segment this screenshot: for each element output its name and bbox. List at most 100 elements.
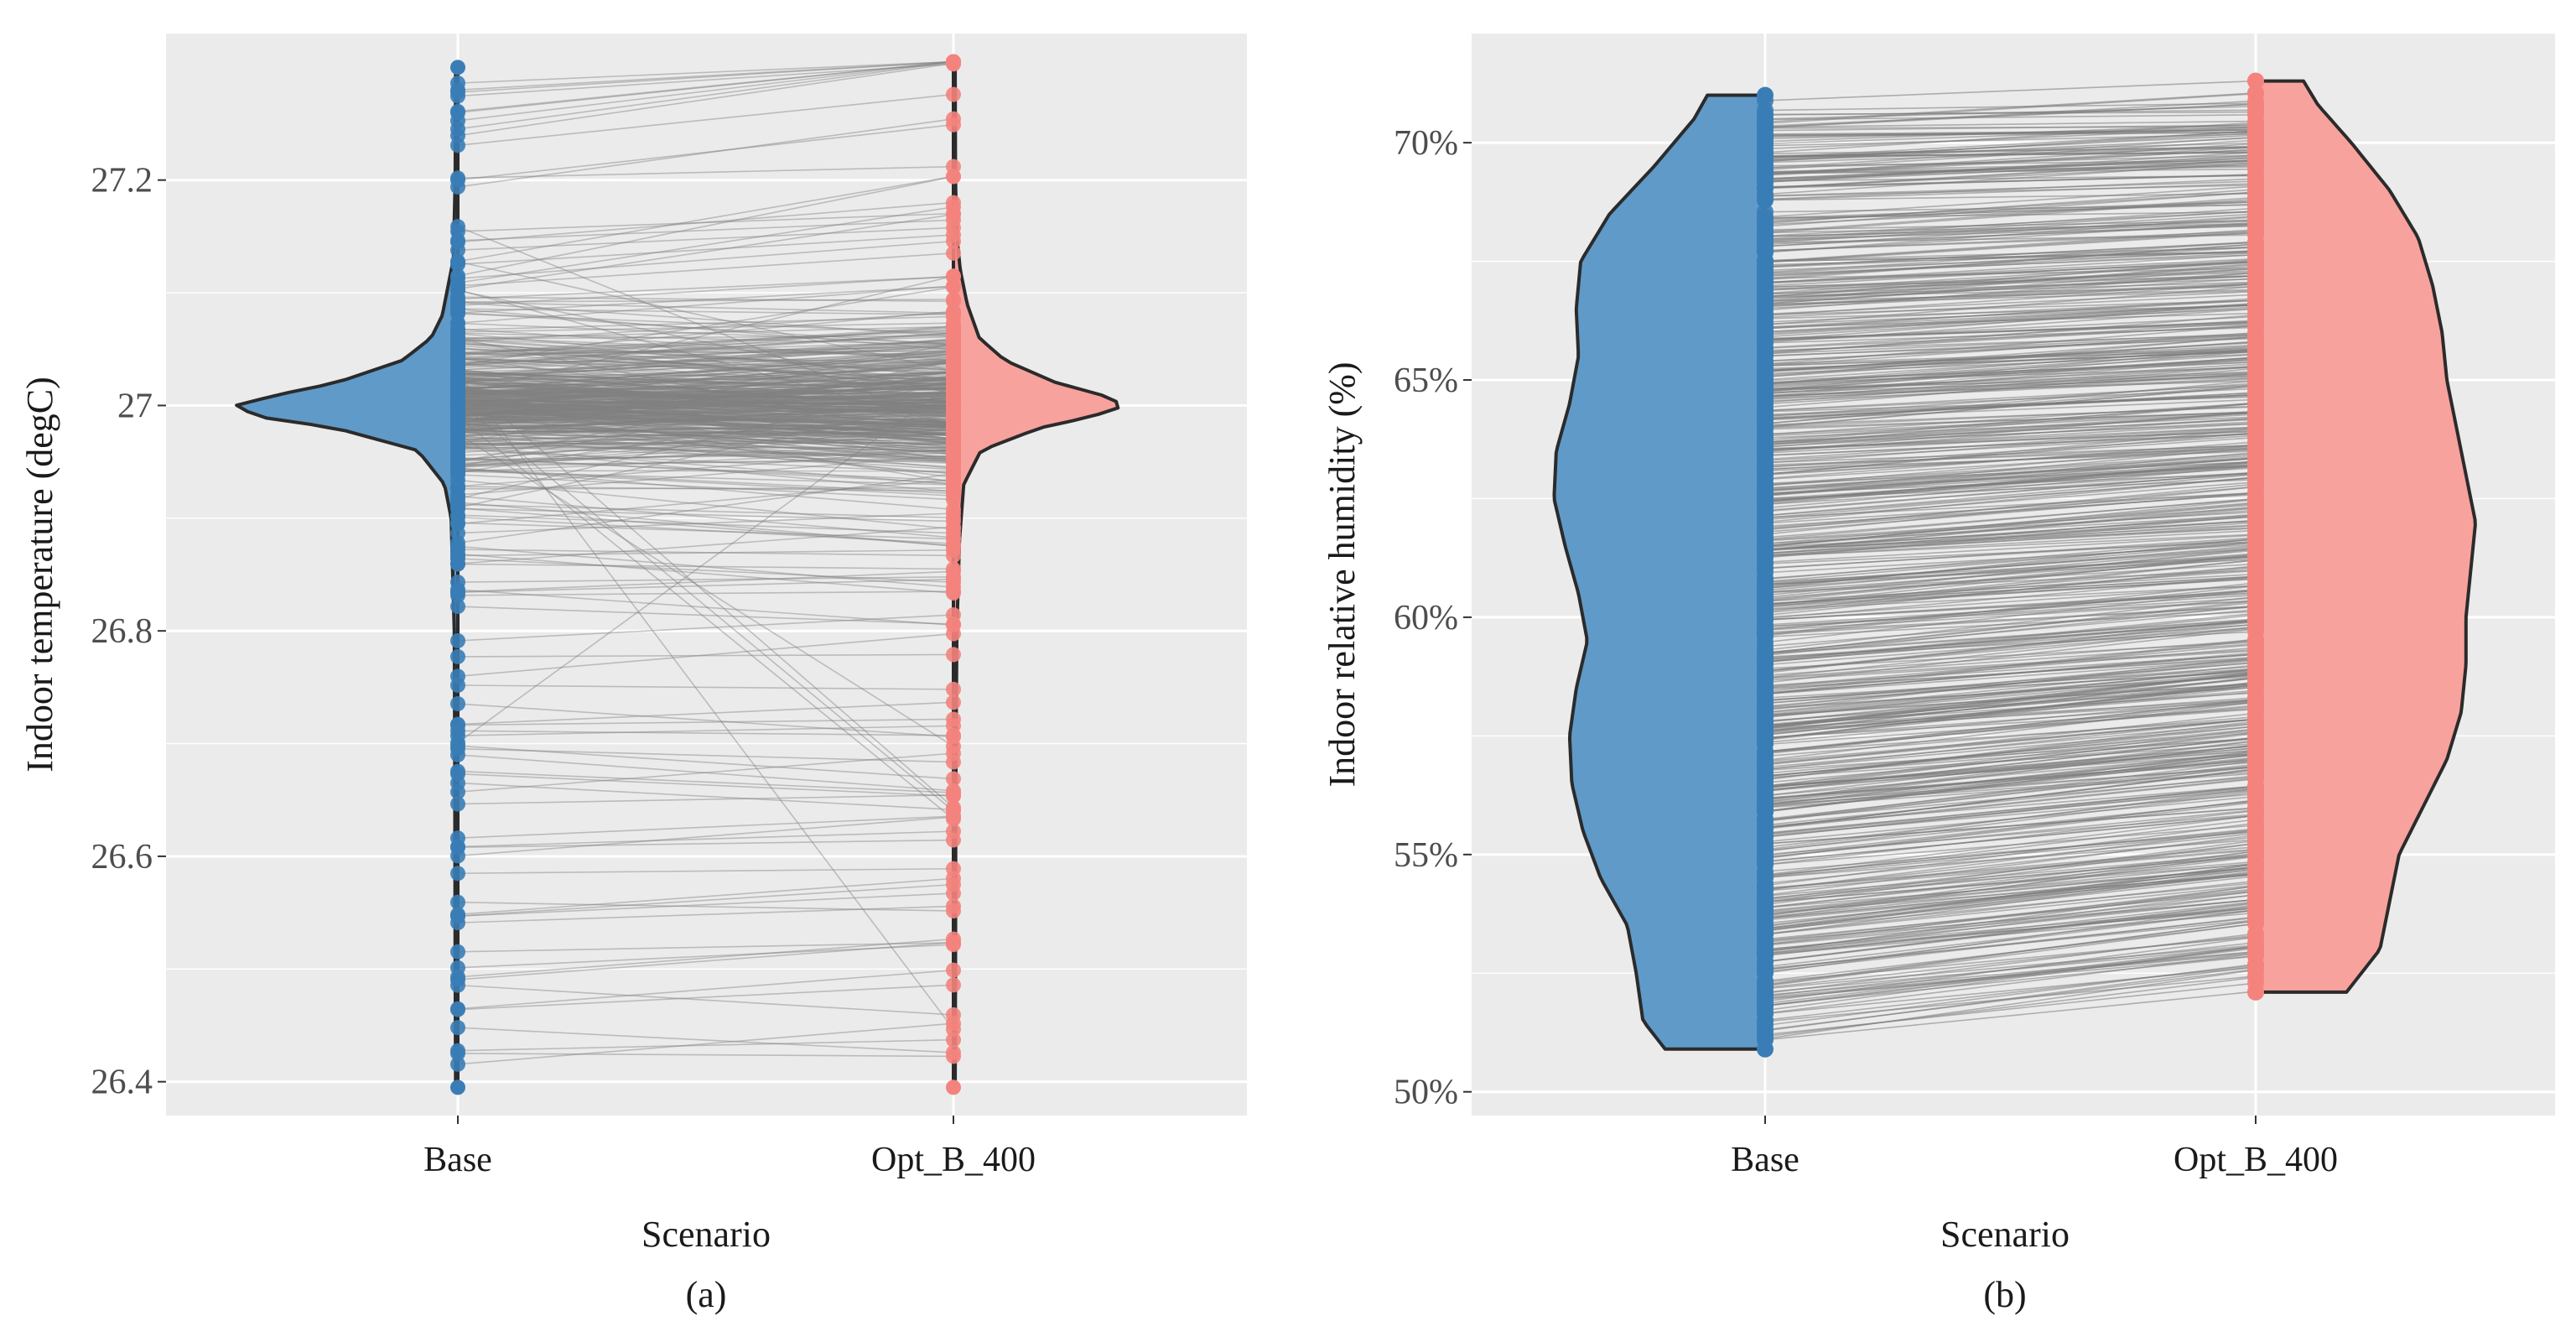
point-base [450, 915, 465, 931]
pair-line [1764, 933, 2257, 994]
point-base [450, 84, 465, 100]
pair-line [457, 401, 954, 405]
point-base [450, 219, 465, 235]
pair-line [457, 371, 954, 389]
point-opt [2247, 845, 2264, 862]
pair-line [457, 745, 954, 780]
pair-line [457, 408, 954, 411]
pair-line [1764, 268, 2257, 305]
pair-line [1764, 544, 2257, 587]
pair-line [1764, 643, 2257, 688]
point-base [450, 784, 465, 800]
pair-line [1764, 991, 2257, 1041]
pair-line [1764, 524, 2257, 551]
pair-line [457, 378, 954, 388]
point-opt [2247, 174, 2264, 192]
pair-line [1764, 414, 2257, 445]
pair-line [457, 387, 954, 406]
pair-line [1764, 185, 2257, 218]
point-base [1757, 729, 1774, 746]
pair-line [457, 382, 954, 417]
pair-line [457, 429, 954, 444]
panel-a-points [450, 54, 961, 1095]
pair-line [457, 385, 954, 461]
pair-line [457, 387, 954, 401]
pair-line [457, 417, 954, 440]
point-base [450, 735, 465, 751]
pair-line [457, 984, 954, 1016]
pair-line [1764, 129, 2257, 135]
pair-line [457, 285, 954, 324]
pair-line [457, 402, 954, 414]
pair-line [1764, 762, 2257, 800]
pair-line [457, 389, 954, 424]
pair-line [457, 398, 954, 440]
point-opt [946, 824, 961, 840]
pair-line [457, 590, 954, 596]
pair-line [1764, 824, 2257, 866]
pair-line [457, 342, 954, 371]
point-opt [946, 54, 961, 70]
pair-line [457, 422, 954, 461]
pair-line [1764, 492, 2257, 524]
pair-line [457, 315, 954, 331]
pair-line [457, 402, 954, 432]
point-base [1757, 601, 1774, 618]
pair-line [457, 414, 954, 426]
pair-line [457, 414, 954, 454]
pair-line [1764, 576, 2257, 610]
pair-line [1764, 611, 2257, 638]
pair-line [457, 399, 954, 410]
panel-a-label: (a) [686, 1274, 727, 1315]
point-opt [2247, 226, 2264, 244]
pair-line [457, 381, 954, 395]
point-base [450, 516, 465, 532]
pair-line [1764, 907, 2257, 954]
pair-line [1764, 665, 2257, 702]
point-opt [946, 584, 961, 600]
point-opt [2247, 829, 2264, 846]
pair-line [457, 403, 954, 423]
pair-line [1764, 120, 2257, 128]
point-base [450, 648, 465, 664]
point-base [1757, 653, 1774, 670]
pair-line [457, 345, 954, 388]
pair-line [457, 362, 954, 400]
pair-line [457, 502, 954, 547]
pair-line [1764, 671, 2257, 717]
pair-line [457, 398, 954, 414]
pair-line [457, 400, 954, 412]
pair-line [1764, 430, 2257, 450]
pair-line [1764, 555, 2257, 593]
pair-line [457, 357, 954, 379]
pair-line [457, 632, 954, 678]
pair-line [457, 407, 954, 430]
point-base [1757, 559, 1774, 577]
pair-line [1764, 668, 2257, 714]
point-base [450, 103, 465, 119]
y-tick-label: 26.4 [91, 1064, 153, 1102]
pair-line [457, 892, 954, 918]
pair-line [1764, 590, 2257, 643]
point-opt [946, 268, 961, 284]
pair-line [457, 434, 954, 456]
pair-line [457, 400, 954, 403]
pair-line [457, 379, 954, 403]
pair-line [457, 404, 954, 432]
pair-line [457, 468, 954, 495]
pair-line [457, 816, 954, 857]
point-opt [946, 474, 961, 490]
pair-line [1764, 672, 2257, 729]
point-opt [2247, 363, 2264, 381]
pair-line [1764, 533, 2257, 558]
pair-line [457, 390, 954, 401]
y-tick-label: 60% [1394, 599, 1458, 637]
pair-line [457, 398, 954, 445]
pair-line [457, 377, 954, 382]
pair-line [457, 420, 954, 436]
pair-line [457, 60, 954, 113]
pair-line [1764, 862, 2257, 912]
pair-line [457, 411, 954, 426]
pair-line [457, 390, 954, 416]
